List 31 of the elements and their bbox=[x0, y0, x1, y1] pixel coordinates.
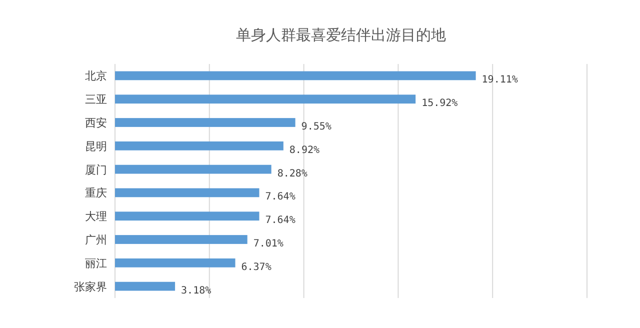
y-tick-label: 张家界 bbox=[74, 280, 107, 294]
data-label: 9.55% bbox=[301, 122, 332, 132]
bar bbox=[115, 258, 236, 268]
y-tick-label: 三亚 bbox=[85, 93, 107, 106]
bar bbox=[115, 164, 272, 174]
bar bbox=[115, 212, 260, 221]
bar bbox=[115, 188, 260, 198]
data-label: 8.92% bbox=[289, 144, 320, 156]
data-label: 7.64% bbox=[265, 192, 296, 203]
data-label: 6.37% bbox=[241, 262, 272, 273]
y-tick-label: 昆明 bbox=[85, 140, 107, 153]
data-label: 3.18% bbox=[181, 285, 212, 296]
data-label: 15.92% bbox=[422, 98, 458, 110]
data-label: 7.01% bbox=[253, 238, 284, 250]
chart-title: 单身人群最喜爱结伴出游目的地 bbox=[236, 26, 446, 44]
bar bbox=[115, 141, 284, 150]
bar bbox=[115, 118, 296, 127]
y-tick-label: 厦门 bbox=[85, 163, 107, 176]
data-label: 19.11% bbox=[482, 74, 518, 86]
y-tick-label: 丽江 bbox=[85, 256, 107, 270]
bar bbox=[115, 235, 248, 244]
bar bbox=[115, 94, 416, 104]
bar bbox=[115, 71, 476, 80]
y-tick-label: 重庆 bbox=[85, 186, 107, 200]
data-label: 8.28% bbox=[277, 168, 308, 180]
y-tick-label: 大理 bbox=[85, 210, 107, 224]
data-label: 7.64% bbox=[265, 215, 296, 226]
y-tick-label: 北京 bbox=[85, 70, 107, 83]
y-tick-label: 广州 bbox=[85, 234, 107, 246]
bar bbox=[115, 282, 176, 291]
y-tick-label: 西安 bbox=[85, 116, 107, 130]
